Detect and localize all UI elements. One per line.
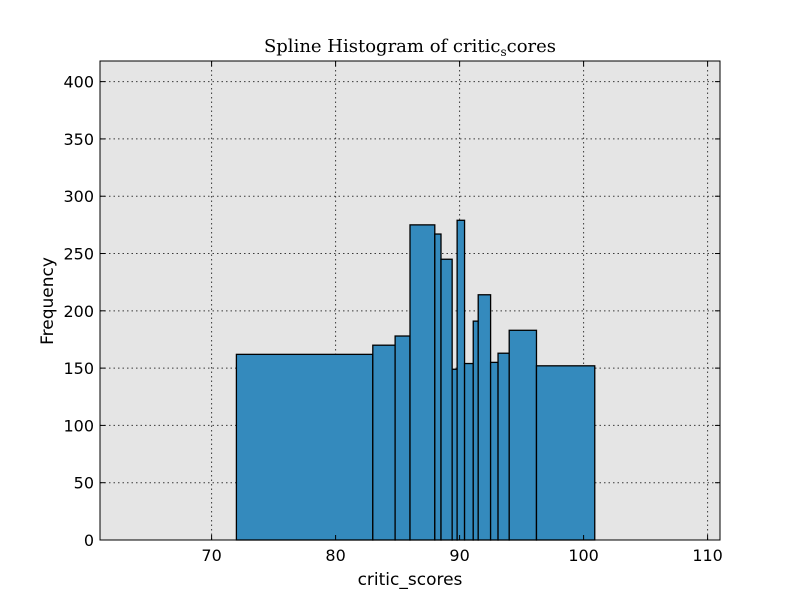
x-tick-label: 100	[568, 546, 599, 565]
x-tick-label: 90	[449, 546, 469, 565]
histogram-bar	[235, 353, 374, 541]
histogram-bar	[489, 361, 499, 541]
y-tick-label: 150	[63, 359, 94, 378]
x-tick-label: 70	[201, 546, 221, 565]
y-tick-label: 100	[63, 416, 94, 435]
histogram-bar	[472, 320, 479, 541]
y-tick-label: 400	[63, 73, 94, 92]
y-tick-label: 50	[74, 474, 94, 493]
y-tick-label: 250	[63, 245, 94, 264]
histogram-bar	[451, 368, 458, 541]
x-axis-label: critic_scores	[358, 570, 463, 590]
x-tick-label: 80	[325, 546, 345, 565]
histogram-bar	[477, 294, 492, 541]
y-tick-label: 300	[63, 187, 94, 206]
histogram-bar	[409, 224, 436, 541]
x-tick-label: 110	[692, 546, 723, 565]
chart-title-suffix: cores	[507, 36, 556, 57]
histogram-bar	[434, 233, 442, 541]
y-tick-label: 350	[63, 130, 94, 149]
histogram-bar	[372, 344, 396, 541]
histogram-bar	[440, 258, 453, 541]
histogram-bar	[497, 352, 510, 541]
y-tick-label: 0	[84, 531, 94, 550]
histogram-bar	[535, 365, 596, 541]
y-tick-label: 200	[63, 302, 94, 321]
plot-frame	[99, 60, 721, 541]
histogram-bar	[463, 362, 474, 541]
chart-title-main: Spline Histogram of critic	[264, 36, 500, 57]
histogram-bar	[456, 219, 466, 541]
histogram-bar	[394, 335, 411, 541]
chart-title: Spline Histogram of criticscores	[264, 36, 556, 59]
histogram-bar	[508, 329, 538, 541]
y-axis-label: Frequency	[38, 257, 58, 345]
histogram-bars	[235, 219, 596, 541]
axis-ticks: 70 80 90 100 110 0 50 100 150 200 250 300 350 400	[63, 61, 723, 565]
chart-title-subscript: s	[500, 45, 506, 59]
